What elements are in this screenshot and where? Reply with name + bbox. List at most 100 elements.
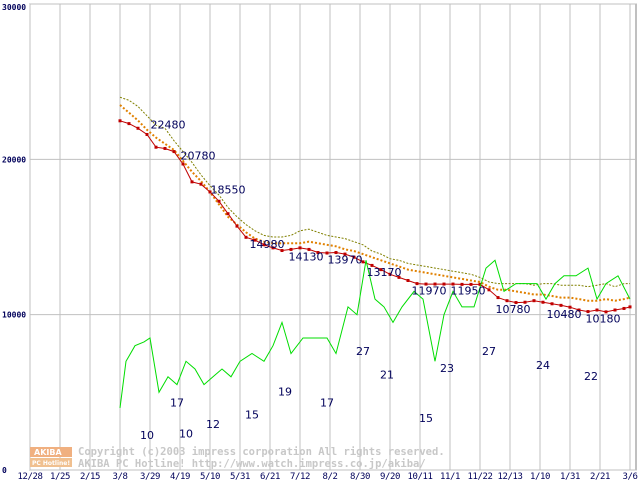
series-point-lowest-price: [136, 126, 140, 130]
data-label-shop-count: 21: [380, 368, 394, 381]
y-axis-ticks: 0 10000 20000 30000: [2, 3, 26, 475]
series-point-lowest-price: [397, 275, 401, 279]
data-label-shop-count: 10: [140, 429, 154, 442]
data-label-shop-count: 12: [206, 418, 220, 431]
series-point-lowest-price: [226, 212, 230, 216]
data-label-lowest-price: 20780: [181, 149, 216, 162]
series-point-lowest-price: [199, 182, 203, 186]
series-point-lowest-price: [541, 300, 545, 304]
grid-lines: [29, 3, 637, 471]
x-tick-label: 12/13: [497, 472, 522, 480]
series-point-lowest-price: [343, 252, 347, 256]
x-tick-label: 5/31: [230, 472, 250, 480]
series-line-shop-count: [119, 259, 631, 408]
copyright-line-2: AKIBA PC Hotline! http://www.watch.impre…: [78, 458, 426, 470]
data-label-lowest-price: 10780: [496, 303, 531, 316]
x-tick-label: 2/15: [80, 472, 100, 480]
data-label-shop-count: 17: [170, 396, 184, 409]
series-point-lowest-price: [505, 299, 509, 303]
series-point-lowest-price: [514, 301, 518, 305]
series-point-lowest-price: [316, 251, 320, 255]
series-point-lowest-price: [604, 310, 608, 314]
x-tick-label: 3/29: [140, 472, 160, 480]
x-tick-label: 9/20: [380, 472, 400, 480]
data-label-shop-count: 27: [356, 345, 370, 358]
data-label-lowest-price: 14980: [250, 238, 285, 251]
logo-badge-top: [30, 447, 72, 457]
series-point-lowest-price: [127, 122, 131, 126]
x-tick-label: 3/8: [112, 472, 127, 480]
data-label-shop-count: 19: [278, 385, 292, 398]
logo-text-top: AKIBA: [34, 448, 62, 457]
x-tick-label: 8/2: [322, 472, 337, 480]
series-point-lowest-price: [622, 306, 626, 310]
series-point-lowest-price: [352, 255, 356, 259]
x-tick-label: 1/10: [530, 472, 550, 480]
data-label-shop-count: 10: [179, 427, 193, 440]
series-line-upper-band: [119, 96, 630, 288]
series-point-lowest-price: [208, 190, 212, 194]
series-point-lowest-price: [172, 150, 176, 154]
y-tick-label: 30000: [2, 3, 26, 12]
data-labels-layer: 22480 20780 18550 14980 14130 13970 13170 11970…: [140, 118, 621, 442]
data-label-lowest-price: 18550: [211, 184, 246, 197]
logo-text-bottom: PC Hotline!: [32, 460, 70, 467]
data-label-shop-count: 17: [320, 396, 334, 409]
data-label-lowest-price: 14130: [289, 250, 324, 263]
series-point-lowest-price: [532, 299, 536, 303]
series-point-lowest-price: [628, 305, 632, 309]
series-point-lowest-price: [433, 282, 437, 286]
copyright-watermark: AKIBA PC Hotline! Copyright (c)2003 impr…: [30, 446, 445, 470]
data-label-shop-count: 24: [536, 359, 550, 372]
series-point-lowest-price: [181, 162, 185, 166]
series-point-lowest-price: [118, 119, 122, 123]
series-point-lowest-price: [307, 247, 311, 251]
y-tick-label: 10000: [2, 311, 26, 320]
y-tick-label: 20000: [2, 155, 26, 164]
x-tick-label: 8/30: [350, 472, 370, 480]
x-tick-label: 11/22: [467, 472, 492, 480]
series-point-lowest-price: [415, 282, 419, 286]
series-point-lowest-price: [334, 251, 338, 255]
series-point-lowest-price: [577, 308, 581, 312]
data-label-shop-count: 22: [584, 370, 598, 383]
y-tick-label: 0: [2, 466, 7, 475]
x-tick-label: 4/19: [170, 472, 190, 480]
series-point-lowest-price: [280, 249, 284, 253]
series-point-lowest-price: [595, 308, 599, 312]
series-line-lowest-price: [119, 120, 631, 313]
copyright-line-1: Copyright (c)2003 impress corporation Al…: [78, 446, 445, 458]
series-point-lowest-price: [568, 305, 572, 309]
series-point-lowest-price: [379, 268, 383, 272]
series-point-lowest-price: [424, 282, 428, 286]
data-label-shop-count: 23: [440, 362, 454, 375]
series-point-lowest-price: [370, 263, 374, 267]
series-point-lowest-price: [154, 145, 158, 149]
series-point-lowest-price: [235, 224, 239, 228]
series-point-lowest-price: [253, 238, 257, 242]
data-label-lowest-price: 11970: [412, 284, 447, 297]
series-point-lowest-price: [190, 180, 194, 184]
series-layer: [118, 96, 632, 408]
data-label-lowest-price: 10180: [586, 312, 621, 325]
x-tick-label: 12/28: [17, 472, 42, 480]
x-tick-label: 1/31: [560, 472, 580, 480]
series-point-lowest-price: [163, 146, 167, 150]
series-point-lowest-price: [262, 243, 266, 247]
series-point-lowest-price: [496, 296, 500, 300]
x-tick-label: 5/10: [200, 472, 220, 480]
series-point-lowest-price: [406, 278, 410, 282]
series-point-lowest-price: [586, 310, 590, 314]
series-point-lowest-price: [550, 302, 554, 306]
data-label-lowest-price: 22480: [151, 118, 186, 131]
series-point-lowest-price: [388, 272, 392, 276]
series-point-lowest-price: [145, 132, 149, 136]
data-label-lowest-price: 13970: [328, 253, 363, 266]
data-label-lowest-price: 10480: [547, 308, 582, 321]
series-point-lowest-price: [289, 247, 293, 251]
series-point-lowest-price: [217, 199, 221, 203]
x-axis-ticks: 12/28 1/25 2/15 3/8 3/29 4/19 5/10 5/31 6/21 7/12…: [17, 472, 637, 480]
x-tick-label: 6/21: [260, 472, 280, 480]
data-label-lowest-price: 13170: [367, 266, 402, 279]
